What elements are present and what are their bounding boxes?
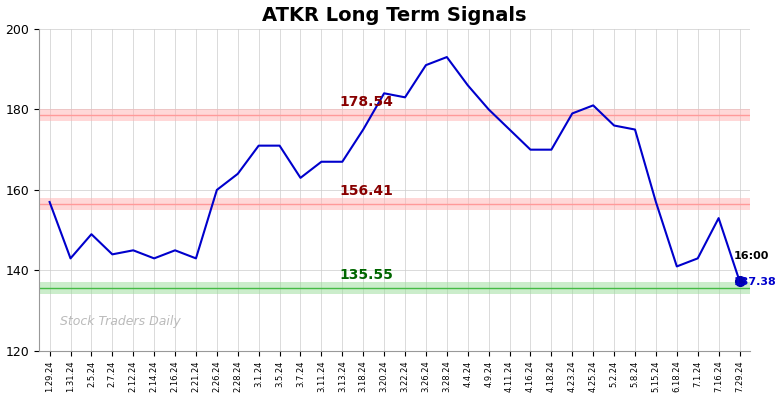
Text: 135.55: 135.55 <box>339 268 394 282</box>
Bar <box>39 198 750 211</box>
Text: 16:00: 16:00 <box>733 251 768 261</box>
Bar <box>39 282 750 295</box>
Text: 137.38: 137.38 <box>733 277 776 287</box>
Text: 178.54: 178.54 <box>339 95 394 109</box>
Bar <box>39 109 750 121</box>
Title: ATKR Long Term Signals: ATKR Long Term Signals <box>263 6 527 25</box>
Text: Stock Traders Daily: Stock Traders Daily <box>60 316 181 328</box>
Text: 156.41: 156.41 <box>339 184 394 198</box>
